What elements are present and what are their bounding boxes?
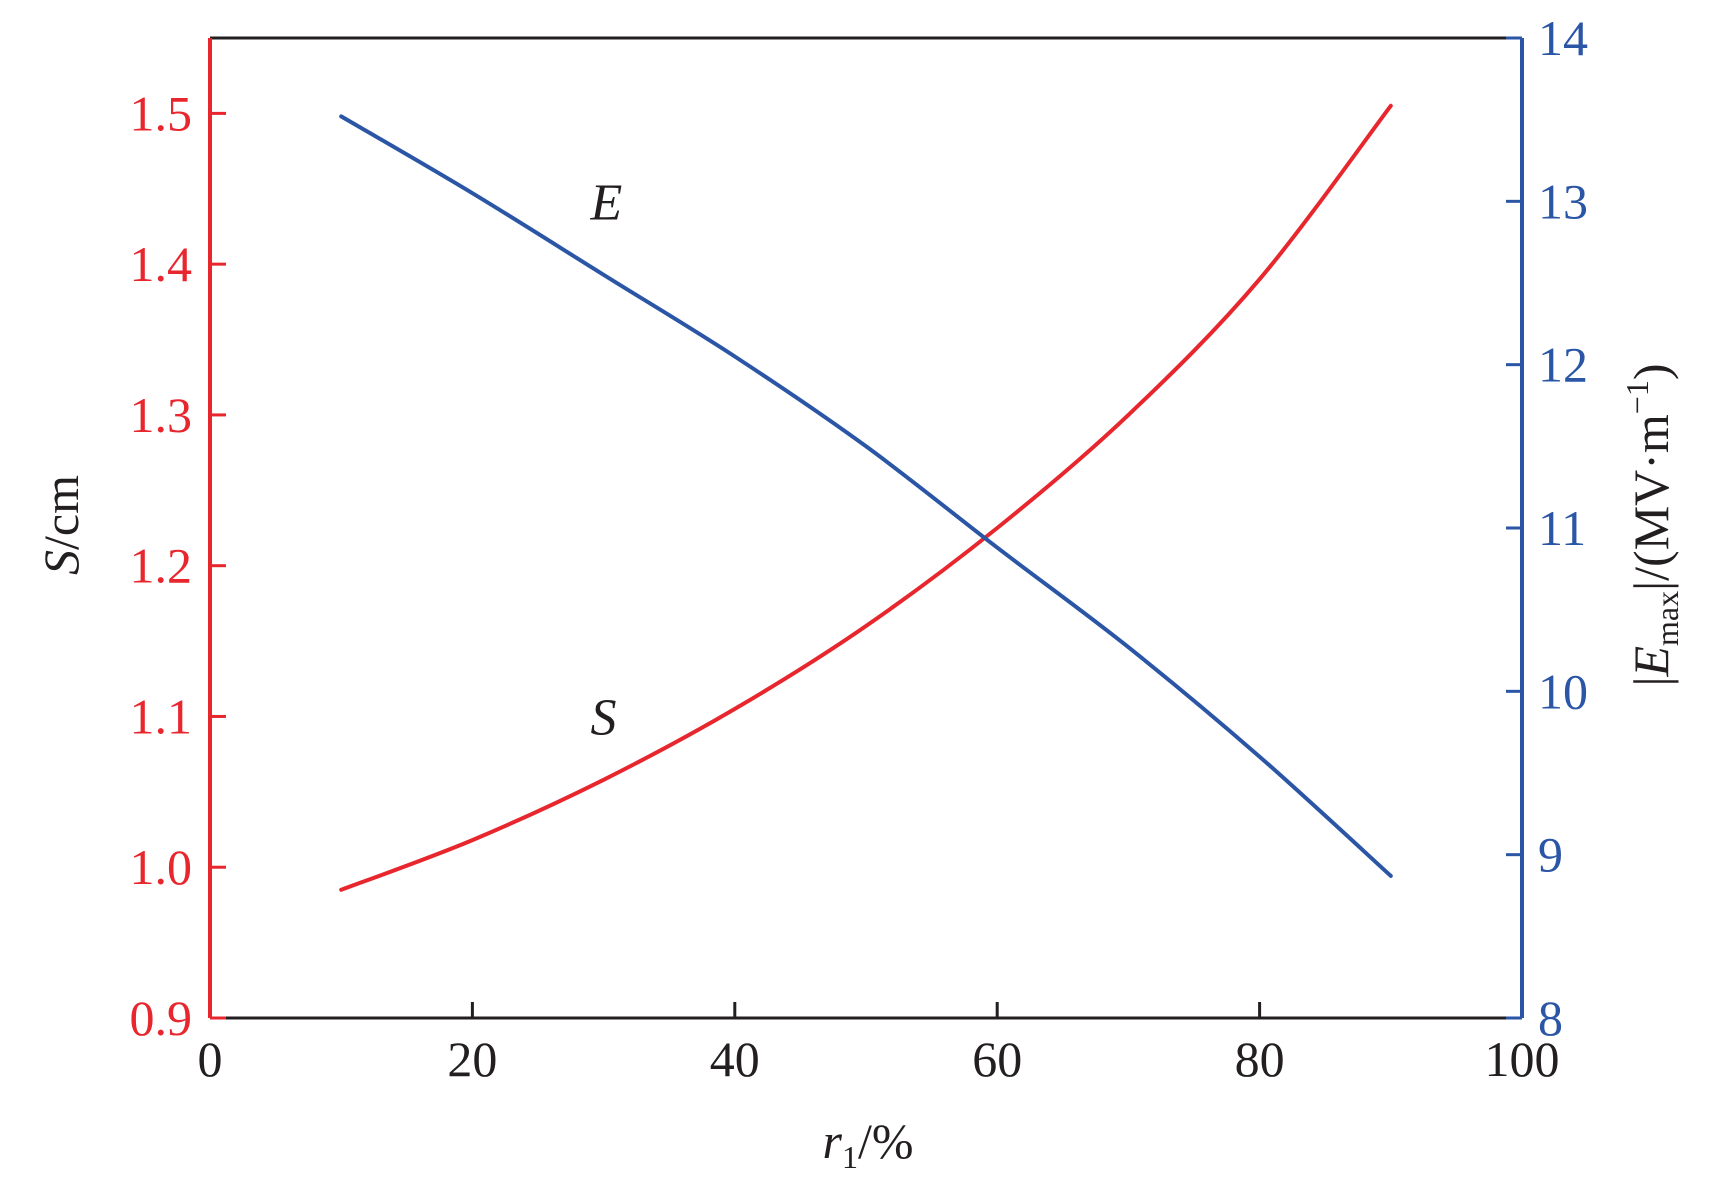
x-tick-label: 80 (1235, 1031, 1285, 1087)
y-right-tick-label: 11 (1538, 500, 1586, 556)
x-axis-unit: /% (858, 1113, 914, 1169)
y-axis-left-title: S/cm (33, 475, 89, 575)
ticks (210, 36, 1522, 1020)
x-tick-label: 60 (972, 1031, 1022, 1087)
y-left-tick-label: 1.0 (130, 839, 193, 895)
y-right-tick-label: 13 (1538, 173, 1588, 229)
x-axis-var: r (822, 1113, 842, 1169)
curve-label-s: S (590, 689, 616, 746)
y-right-tick-label: 14 (1538, 10, 1588, 66)
y-left-tick-label: 1.3 (130, 387, 193, 443)
x-tick-label: 100 (1485, 1031, 1560, 1087)
y-right-close: |/(MV·m (1623, 414, 1679, 591)
y-left-var: S (33, 550, 89, 575)
y-left-tick-label: 0.9 (130, 990, 193, 1046)
x-tick-label: 0 (198, 1031, 223, 1087)
y-right-var: E (1623, 646, 1679, 678)
x-tick-label: 20 (447, 1031, 497, 1087)
y-right-tick-label: 8 (1538, 990, 1563, 1046)
x-axis-sub: 1 (842, 1139, 858, 1175)
y-right-tick-label: 9 (1538, 827, 1563, 883)
y-left-tick-label: 1.1 (130, 688, 193, 744)
y-right-sub: max (1649, 591, 1685, 646)
y-right-sup: −1 (1619, 380, 1655, 414)
y-left-tick-label: 1.4 (130, 236, 193, 292)
y-right-end: ) (1623, 363, 1679, 380)
y-left-tick-label: 1.2 (130, 538, 193, 594)
curve-label-e: E (589, 174, 622, 231)
series-line-e (339, 114, 1393, 878)
labels: 0 20 40 60 80 100 0.9 1.0 1.1 1.2 1.3 1.4 1.5 8 9 10 11 1… (130, 10, 1589, 1087)
y-left-tick-label: 1.5 (130, 85, 193, 141)
x-tick-label: 40 (710, 1031, 760, 1087)
axes (208, 36, 1524, 1020)
y-left-unit: /cm (33, 475, 89, 550)
y-right-tick-label: 12 (1538, 337, 1588, 393)
curves (339, 103, 1393, 892)
y-right-tick-label: 10 (1538, 663, 1588, 719)
x-axis-title: r1/% (822, 1113, 913, 1175)
y-axis-right-title: |Emax|/(MV·m−1) (1619, 363, 1685, 686)
series-line-s (339, 103, 1393, 892)
y-right-open: | (1623, 677, 1679, 687)
